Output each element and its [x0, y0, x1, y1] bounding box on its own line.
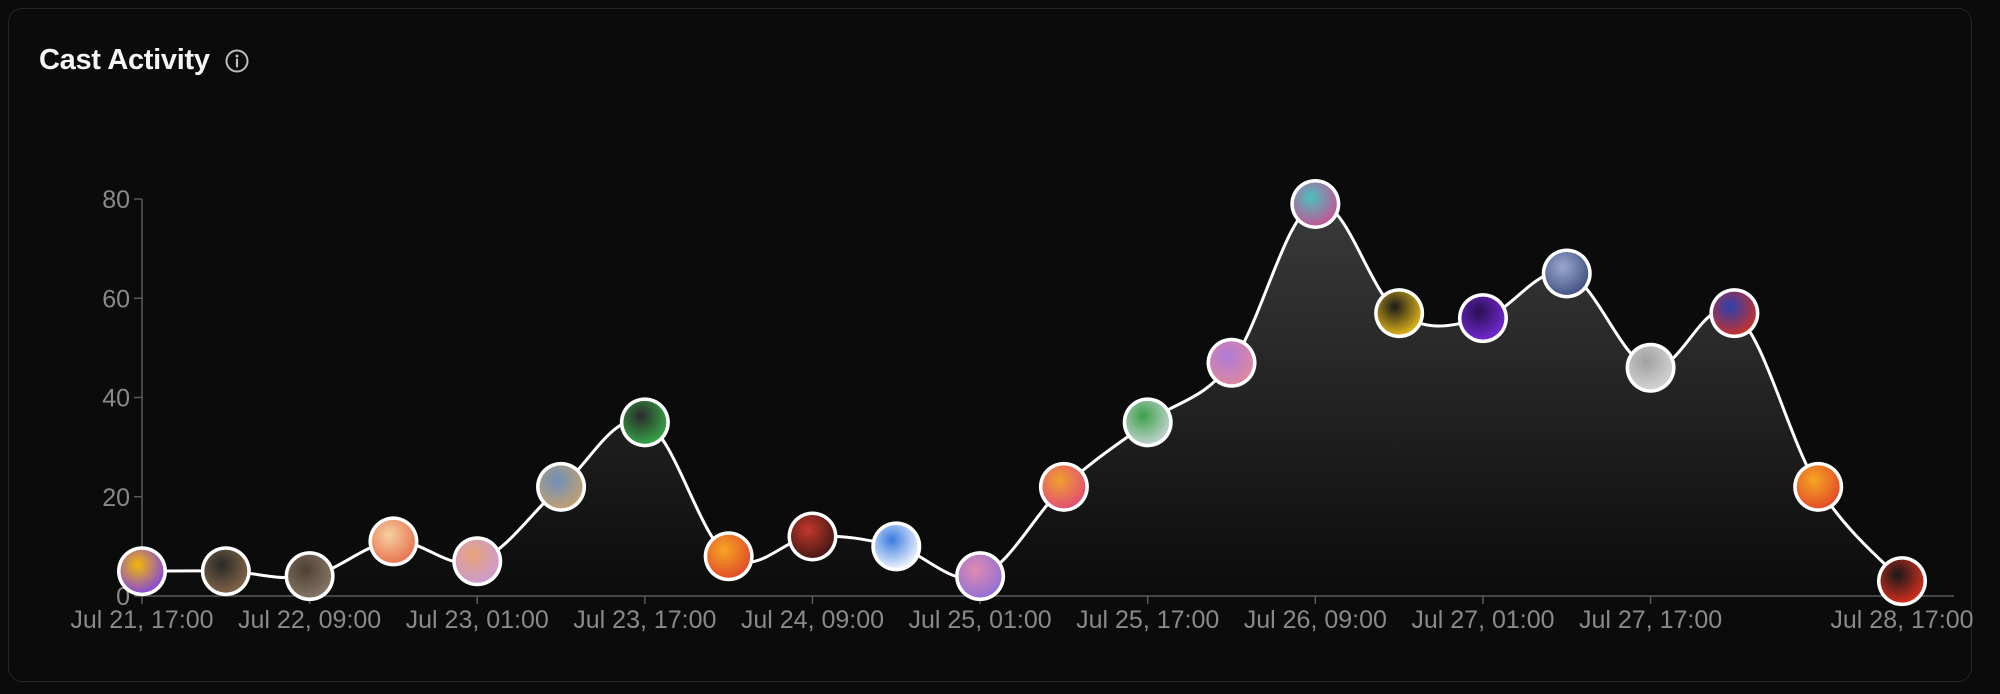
- y-tick-label: 40: [102, 385, 130, 413]
- avatar: [455, 539, 499, 583]
- y-tick-label: 20: [102, 484, 130, 512]
- avatar: [1461, 296, 1505, 340]
- chart-title: Cast Activity: [39, 44, 210, 76]
- avatar: [623, 400, 667, 444]
- avatar: [204, 549, 248, 593]
- avatar: [371, 519, 415, 563]
- x-tick-label: Jul 27, 17:00: [1579, 606, 1722, 634]
- data-point[interactable]: [200, 546, 251, 597]
- avatar: [1796, 465, 1840, 509]
- data-point[interactable]: [368, 516, 419, 567]
- card-header: Cast Activity: [39, 44, 250, 77]
- avatar: [874, 524, 918, 568]
- data-point[interactable]: [955, 551, 1006, 602]
- data-point[interactable]: [1709, 288, 1760, 339]
- data-point[interactable]: [1290, 178, 1341, 229]
- avatar: [1712, 291, 1756, 335]
- x-tick-label: Jul 22, 09:00: [238, 606, 381, 634]
- avatar: [1880, 559, 1924, 603]
- data-point[interactable]: [536, 461, 587, 512]
- info-icon[interactable]: [224, 48, 250, 74]
- y-tick-label: 60: [102, 285, 130, 313]
- x-tick-label: Jul 23, 17:00: [573, 606, 716, 634]
- data-point[interactable]: [1625, 342, 1676, 393]
- x-tick-label: Jul 28, 17:00: [1830, 606, 1973, 634]
- avatar: [1629, 346, 1673, 390]
- avatar: [120, 549, 164, 593]
- data-point[interactable]: [1206, 337, 1257, 388]
- avatar: [1042, 465, 1086, 509]
- avatar: [1545, 251, 1589, 295]
- data-point[interactable]: [284, 551, 335, 602]
- x-tick-label: Jul 21, 17:00: [70, 606, 213, 634]
- y-tick-label: 80: [102, 186, 130, 214]
- data-point[interactable]: [117, 546, 167, 597]
- x-tick-label: Jul 25, 01:00: [909, 606, 1052, 634]
- x-tick-label: Jul 27, 01:00: [1411, 606, 1554, 634]
- avatar: [288, 554, 332, 598]
- x-tick-label: Jul 23, 01:00: [406, 606, 549, 634]
- avatar: [539, 465, 583, 509]
- avatar: [1210, 341, 1254, 385]
- data-point[interactable]: [1038, 461, 1089, 512]
- data-point[interactable]: [1793, 461, 1844, 512]
- x-tick-label: Jul 24, 09:00: [741, 606, 884, 634]
- data-point[interactable]: [871, 521, 922, 572]
- avatar: [1293, 182, 1337, 226]
- avatar: [1377, 291, 1421, 335]
- avatar: [958, 554, 1002, 598]
- x-tick-label: Jul 26, 09:00: [1244, 606, 1387, 634]
- data-point[interactable]: [1122, 397, 1173, 448]
- data-point[interactable]: [1877, 556, 1927, 607]
- avatar: [1126, 400, 1170, 444]
- avatar: [790, 514, 834, 558]
- data-point[interactable]: [452, 536, 503, 587]
- avatar: [707, 534, 751, 578]
- data-point[interactable]: [1457, 293, 1508, 344]
- data-point[interactable]: [1374, 288, 1425, 339]
- data-point[interactable]: [703, 531, 754, 582]
- x-tick-label: Jul 25, 17:00: [1076, 606, 1219, 634]
- data-point[interactable]: [1541, 248, 1592, 299]
- data-point[interactable]: [619, 397, 670, 448]
- data-point[interactable]: [787, 511, 838, 562]
